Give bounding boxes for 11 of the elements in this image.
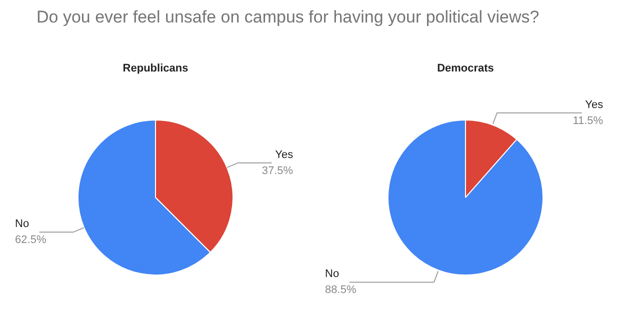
data-label: 11.5% bbox=[572, 114, 604, 127]
slice-label: No bbox=[15, 218, 30, 230]
data-label: 37.5% bbox=[262, 164, 294, 177]
chart-title: Republicans bbox=[122, 62, 188, 74]
slice-label: Yes bbox=[585, 98, 604, 111]
data-label: 88.5% bbox=[325, 284, 356, 296]
slice-label: No bbox=[325, 268, 340, 280]
data-label: 62.5% bbox=[15, 234, 46, 246]
chart-title: Democrats bbox=[437, 62, 494, 74]
text: Do you ever feel unsafe on campus for having your political views? bbox=[36, 8, 540, 26]
slice-label: Yes bbox=[275, 148, 294, 161]
